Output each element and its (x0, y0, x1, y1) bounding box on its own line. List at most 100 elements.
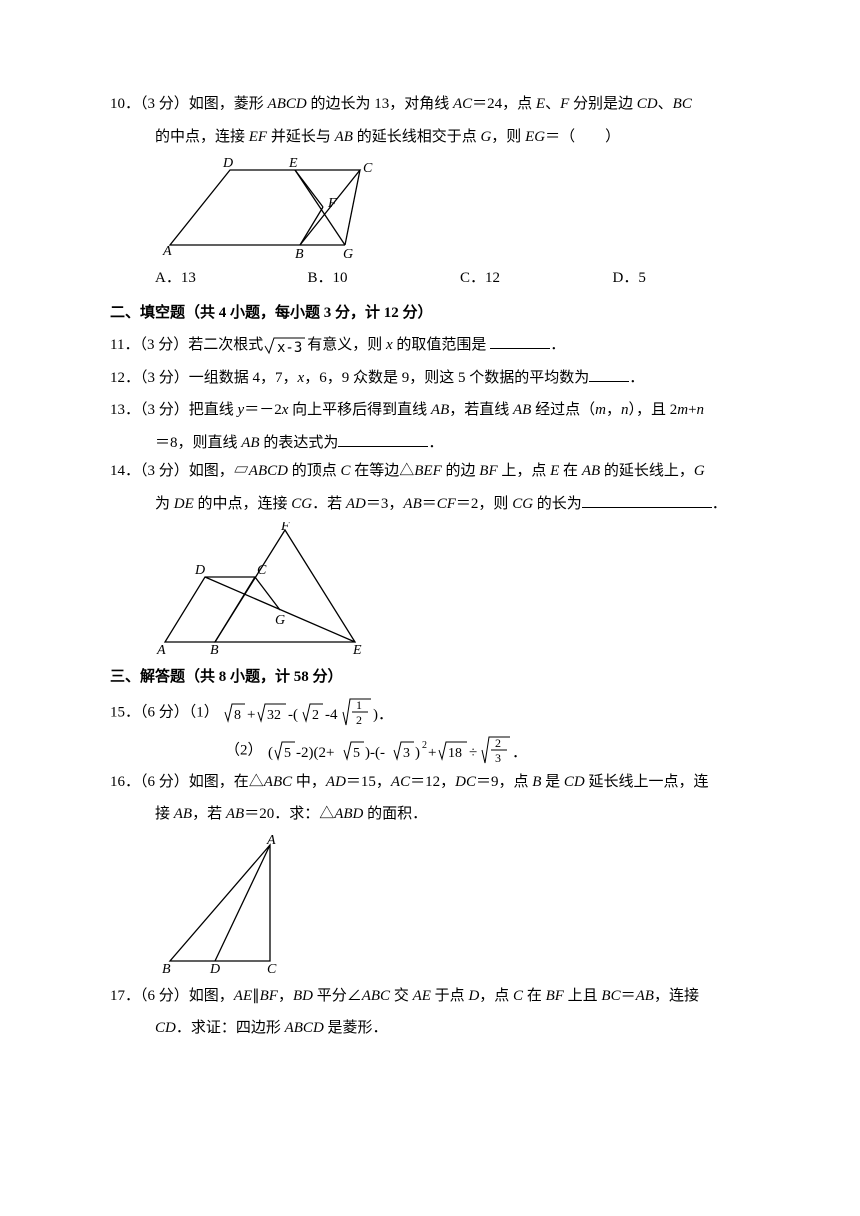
q10-t1: 如图，菱形 (189, 96, 268, 112)
q12-t2: ，6，9 众数是 9，则这 5 个数据的平均数为 (304, 370, 589, 386)
q14-cg2: CG (512, 496, 533, 512)
question-12: 12．（3 分）一组数据 4，7，x，6，9 众数是 9，则这 5 个数据的平均… (110, 364, 765, 393)
q10-cd: CD (637, 96, 658, 112)
q17-l2a: CD (155, 1020, 176, 1036)
q14-t2: 的顶点 (288, 463, 341, 479)
q16-ab: AB (174, 806, 192, 822)
q10-l2b: 并延长与 (267, 129, 335, 145)
q10-bc: BC (673, 96, 692, 112)
question-16-line2: 接 AB，若 AB＝20．求：△ABD 的面积． (110, 800, 765, 829)
fig-label-E: E (288, 156, 298, 171)
q13-t4: ，若直线 (449, 402, 513, 418)
q16-dc: DC (455, 774, 476, 790)
fig-label-D: D (222, 156, 233, 171)
q15-expr2: ( 5 -2)(2+ 5 )-(- 3 ) 2 + 18 ÷ 23 ． (266, 734, 546, 768)
q14-pts: （3 分） (140, 463, 189, 479)
figure-q14: A B C D E F G (110, 522, 765, 657)
sqrt-x-3: x-3 (263, 336, 307, 356)
figure-q10: A B C D E F G (110, 155, 765, 260)
q14-cg: CG (291, 496, 312, 512)
q10-abcd: ABCD (268, 96, 307, 112)
q11-x: x (386, 337, 393, 353)
svg-text:18: 18 (448, 746, 462, 761)
q14-l2c: ．若 (312, 496, 346, 512)
q16-t4: ＝12， (410, 774, 455, 790)
q17-t3: 平分∠ (313, 988, 362, 1004)
q13-t5: 经过点（ (531, 402, 595, 418)
q11-blank (490, 333, 550, 349)
q17-t5: 于点 (431, 988, 469, 1004)
q14-c: C (340, 463, 350, 479)
q14-t3: 在等边△ (351, 463, 415, 479)
q17-pts: （6 分） (140, 988, 189, 1004)
q16-t7: 延长线上一点，连 (585, 774, 709, 790)
q16-pts: （6 分） (140, 774, 189, 790)
q13-l2b: 的表达式为 (260, 435, 339, 451)
q10-l2e: ＝（ ） (545, 129, 620, 145)
q13-blank (338, 431, 428, 447)
q14-l2f: ＝2，则 (456, 496, 512, 512)
q16-ac: AC (391, 774, 410, 790)
q14-cf: CF (437, 496, 456, 512)
svg-text:．: ． (512, 745, 527, 761)
section-3-header: 三、解答题（共 8 小题，计 58 分） (110, 663, 765, 692)
question-11: 11．（3 分）若二次根式x-3有意义，则 x 的取值范围是 ． (110, 331, 765, 360)
q14-l2b: 的中点，连接 (194, 496, 292, 512)
q10-optD: D．5 (613, 264, 766, 293)
section-2-header: 二、填空题（共 4 小题，每小题 3 分，计 12 分） (110, 299, 765, 328)
fig14-F: F (280, 522, 290, 534)
question-10: 10．（3 分）如图，菱形 ABCD 的边长为 13，对角线 AC＝24，点 E… (110, 90, 765, 119)
q14-t4: 的边 (442, 463, 480, 479)
q14-t1: 如图，▱ (189, 463, 249, 479)
q13-ab3: AB (241, 435, 259, 451)
q10-eg: EG (525, 129, 545, 145)
fig16-D: D (209, 962, 220, 977)
q15-p2: （2） (225, 742, 263, 758)
q13-pts: （3 分） (140, 402, 189, 418)
svg-text:5: 5 (284, 746, 291, 761)
fig-label-C: C (363, 161, 373, 176)
q10-l2a: 的中点，连接 (155, 129, 249, 145)
q17-t1: 如图， (189, 988, 234, 1004)
q11-period: ． (550, 337, 565, 353)
q10-l2c: 的延长线相交于点 (353, 129, 481, 145)
q13-t3: 向上平移后得到直线 (288, 402, 431, 418)
q14-ab: AB (582, 463, 600, 479)
fig14-E: E (352, 643, 362, 657)
q14-blank (582, 492, 712, 508)
q14-e: E (550, 463, 559, 479)
q14-ad: AD (346, 496, 366, 512)
q10-optB: B．10 (308, 264, 461, 293)
question-13: 13．（3 分）把直线 y＝－2x 向上平移后得到直线 AB，若直线 AB 经过… (110, 396, 765, 425)
svg-text:2: 2 (312, 708, 319, 723)
q10-g: G (480, 129, 491, 145)
q17-abc: ABC (362, 988, 390, 1004)
svg-text:1: 1 (356, 698, 362, 712)
svg-text:-4: -4 (325, 707, 338, 723)
q13-l2a: ＝8，则直线 (155, 435, 241, 451)
svg-text:(: ( (268, 745, 273, 761)
q16-t5: ＝9，点 (476, 774, 532, 790)
question-17: 17．（6 分）如图，AE∥BF，BD 平分∠ABC 交 AE 于点 D，点 C… (110, 982, 765, 1011)
q10-optC: C．12 (460, 264, 613, 293)
q16-t6: 是 (541, 774, 564, 790)
q14-bf: BF (479, 463, 497, 479)
q17-t6: ，点 (479, 988, 513, 1004)
q17-ae: AE (234, 988, 252, 1004)
q14-t6: 在 (559, 463, 582, 479)
q16-ab2: AB (226, 806, 244, 822)
q17-l2b: ．求证：四边形 (176, 1020, 285, 1036)
q16-l2a: 接 (155, 806, 174, 822)
q17-num: 17． (110, 988, 140, 1004)
q12-period: ． (629, 370, 644, 386)
q12-num: 12． (110, 370, 140, 386)
q10-optA: A．13 (155, 264, 308, 293)
question-15-p2: （2） ( 5 -2)(2+ 5 )-(- 3 ) 2 + 18 ÷ 23 ． (110, 734, 765, 768)
q11-pts: （3 分） (139, 337, 188, 353)
q17-ab: AB (636, 988, 654, 1004)
svg-text:+: + (428, 745, 436, 761)
q13-period: ． (428, 435, 443, 451)
q16-t1: 如图，在△ (189, 774, 264, 790)
q17-t2: ， (278, 988, 293, 1004)
q14-g: G (694, 463, 705, 479)
